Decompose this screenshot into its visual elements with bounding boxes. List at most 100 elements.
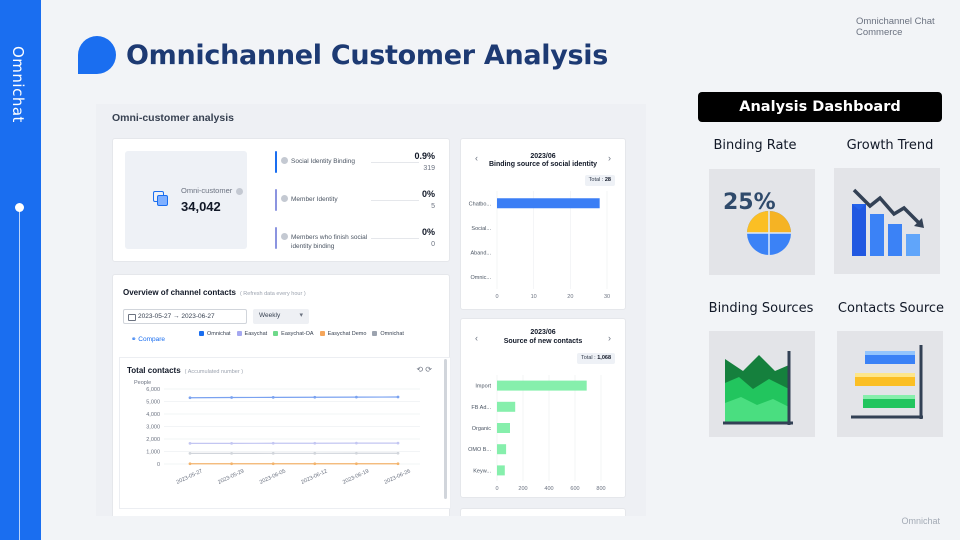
growth-trend-tile[interactable] <box>834 168 940 274</box>
sidebar-dot <box>15 203 24 212</box>
legend-item[interactable]: Omnichat <box>199 330 231 339</box>
date-range-picker[interactable]: 2023-05-27 → 2023-06-27 <box>123 309 247 324</box>
bar <box>497 465 505 476</box>
binding-total-badge: Total : 28 <box>584 175 615 186</box>
category-label: Social... <box>471 226 491 232</box>
series-point <box>355 462 358 466</box>
category-label: Chatbo... <box>469 201 492 207</box>
metric-color-bar <box>275 151 277 173</box>
metric-row: Members who finish social identity bindi… <box>275 227 435 257</box>
metric-divider <box>371 238 419 239</box>
series-point <box>188 396 192 400</box>
legend-item[interactable]: Easychat <box>236 330 267 339</box>
info-icon[interactable] <box>236 187 244 195</box>
bar <box>497 198 600 209</box>
prev-month-icon[interactable]: ‹ <box>475 153 478 163</box>
next-card-peek <box>460 508 626 516</box>
x-tick-label: 0 <box>495 486 498 492</box>
total-contacts-title: Total contacts( Accumulated number ) <box>127 366 244 375</box>
prev-month-icon-2[interactable]: ‹ <box>475 333 478 343</box>
y-tick-label: 2,000 <box>146 437 160 443</box>
analysis-dashboard-header: Analysis Dashboard <box>698 92 942 122</box>
new-contacts-title: Source of new contacts <box>503 338 583 345</box>
chart-action-icons[interactable]: ⟲ ⟳ <box>416 365 432 374</box>
period-select[interactable]: Weekly <box>253 309 309 324</box>
bar-trend-icon <box>852 188 924 256</box>
category-label: Aband... <box>471 250 492 256</box>
series-point <box>188 441 192 445</box>
legend-item[interactable]: Easychat-OA <box>273 330 314 339</box>
title-row: Omnichannel Customer Analysis <box>78 36 608 74</box>
info-icon[interactable] <box>281 233 288 240</box>
binding-sources-tile[interactable] <box>709 331 815 437</box>
overview-card: Overview of channel contacts( Refresh da… <box>112 274 451 516</box>
vertical-scrollbar[interactable] <box>444 359 447 499</box>
series-point <box>396 395 400 399</box>
omni-customer-screenshot: Omni-customer analysis Omni-customer 34,… <box>96 104 646 516</box>
y-tick-label: 6,000 <box>146 387 160 393</box>
sidebar-brand: Omnichat <box>9 46 27 123</box>
corner-label: Omnichannel Chat Commerce <box>856 16 935 38</box>
binding-rate-tile[interactable]: 25% <box>709 169 815 275</box>
series-point <box>396 462 400 466</box>
contacts-source-tile[interactable] <box>837 331 943 437</box>
tile-label-binding-rate: Binding Rate <box>713 138 797 153</box>
metric-count: 5 <box>431 203 435 210</box>
series-point <box>313 451 317 455</box>
metric-percent: 0.9% <box>414 151 435 161</box>
metric-color-bar <box>275 227 277 249</box>
x-tick-label: 2023-06-05 <box>259 468 287 485</box>
legend-label: Omnichat <box>207 331 231 337</box>
tile-label-growth-trend: Growth Trend <box>846 138 934 153</box>
info-icon[interactable] <box>281 157 288 164</box>
overview-title: Overview of channel contacts( Refresh da… <box>123 288 306 297</box>
metric-row: Social Identity Binding 0.9% 319 <box>275 151 435 181</box>
y-tick-label: 3,000 <box>146 425 160 431</box>
tile-label-binding-sources: Binding Sources <box>708 301 814 316</box>
x-tick-label: 30 <box>604 294 610 300</box>
series-point <box>313 441 317 445</box>
bar <box>497 444 507 455</box>
pie-chart-percent-icon: 25% <box>723 190 791 255</box>
bar <box>497 401 516 412</box>
metric-label: Members who finish social identity bindi… <box>291 234 368 250</box>
area-chart-icon <box>723 351 793 425</box>
brand-logo-icon <box>78 36 116 74</box>
category-label: Omnic... <box>471 275 492 281</box>
x-tick-label: 2023-06-19 <box>342 468 370 485</box>
binding-chart-title: Binding source of social identity <box>488 161 598 168</box>
series-point <box>355 395 358 399</box>
legend-item[interactable]: Omnichat <box>372 330 404 339</box>
series-point <box>355 451 358 455</box>
next-month-icon-2[interactable]: › <box>608 333 611 343</box>
x-tick-label: 2023-06-12 <box>300 468 328 485</box>
new-contacts-card: ‹ › 2023/06 Source of new contacts Total… <box>460 318 626 498</box>
x-tick-label: 20 <box>567 294 573 300</box>
series-point <box>230 462 233 466</box>
binding-source-card: ‹ › 2023/06 Binding source of social ide… <box>460 138 626 310</box>
next-month-icon[interactable]: › <box>608 153 611 163</box>
summary-card: Omni-customer 34,042 Social Identity Bin… <box>112 138 450 262</box>
bar <box>497 423 510 433</box>
series-point <box>271 395 275 399</box>
binding-period: 2023/06 <box>530 153 556 160</box>
metric-divider <box>371 200 419 201</box>
series-point <box>396 441 400 445</box>
compare-button[interactable]: ⚭ Compare <box>131 336 165 343</box>
series-point <box>313 395 317 399</box>
legend-swatch <box>236 330 242 336</box>
info-icon[interactable] <box>281 195 288 202</box>
metric-color-bar <box>275 189 277 211</box>
sidebar: Omnichat <box>0 0 41 540</box>
legend-item[interactable]: Easychat Demo <box>319 330 366 339</box>
y-tick-label: 0 <box>157 462 160 468</box>
x-tick-label: 800 <box>596 486 605 492</box>
omni-customer-label: Omni-customer <box>181 186 244 195</box>
metric-row: Member Identity 0% 5 <box>275 189 435 219</box>
x-tick-label: 600 <box>570 486 579 492</box>
y-tick-label: 5,000 <box>146 400 160 406</box>
x-tick-label: 400 <box>544 486 553 492</box>
metric-count: 319 <box>423 165 435 172</box>
y-tick-label: 4,000 <box>146 412 160 418</box>
legend-label: Omnichat <box>380 331 404 337</box>
